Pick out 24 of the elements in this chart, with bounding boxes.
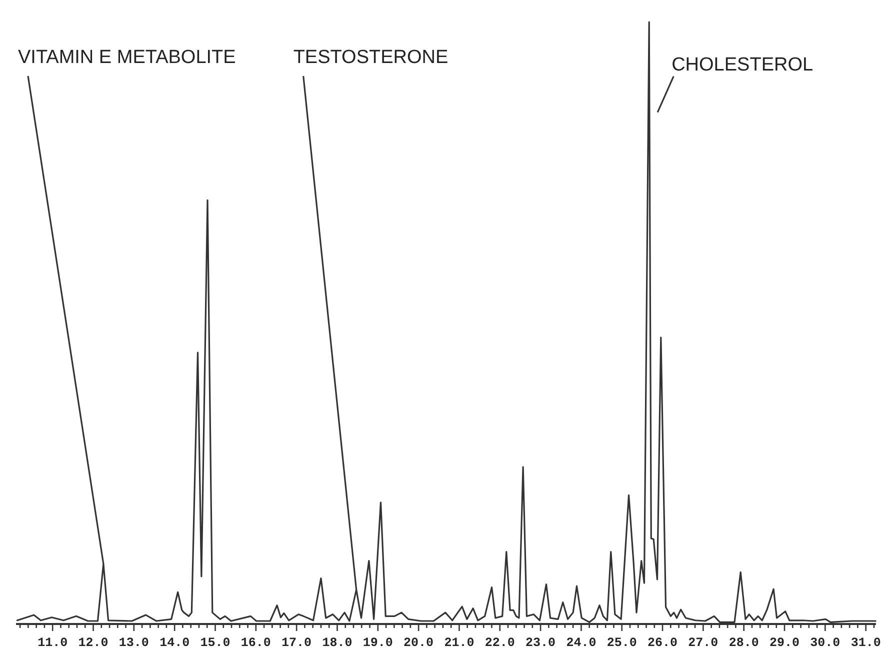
x-tick-label: 17.0 (282, 636, 312, 650)
annotation: CHOLESTEROL (672, 54, 814, 76)
x-tick-label: 18.0 (322, 636, 352, 650)
x-tick-label: 24.0 (566, 636, 596, 650)
x-tick-label: 26.0 (648, 636, 678, 650)
x-tick-label: 22.0 (484, 636, 515, 650)
x-tick-label: 25.0 (606, 636, 637, 650)
x-tick-label: 23.0 (526, 636, 556, 650)
x-tick-label: 27.0 (688, 636, 718, 650)
annotation: VITAMIN E METABOLITE (18, 47, 236, 68)
x-tick-label: 31.0 (850, 636, 881, 650)
x-tick-label: 11.0 (38, 636, 68, 650)
x-tick-label: 20.0 (404, 636, 434, 650)
x-tick-label: 14.0 (160, 636, 190, 650)
x-tick-label: 21.0 (444, 636, 474, 650)
x-tick-label: 30.0 (810, 636, 840, 650)
x-tick-label: 15.0 (200, 636, 230, 650)
x-tick-label: 12.0 (78, 636, 108, 650)
x-tick-label: 16.0 (240, 636, 271, 650)
x-tick-label: 19.0 (362, 636, 393, 650)
annotation: TESTOSTERONE (293, 47, 448, 68)
x-tick-label: 28.0 (728, 636, 759, 650)
x-tick-label: 13.0 (118, 636, 149, 650)
x-tick-label: 29.0 (770, 636, 800, 650)
